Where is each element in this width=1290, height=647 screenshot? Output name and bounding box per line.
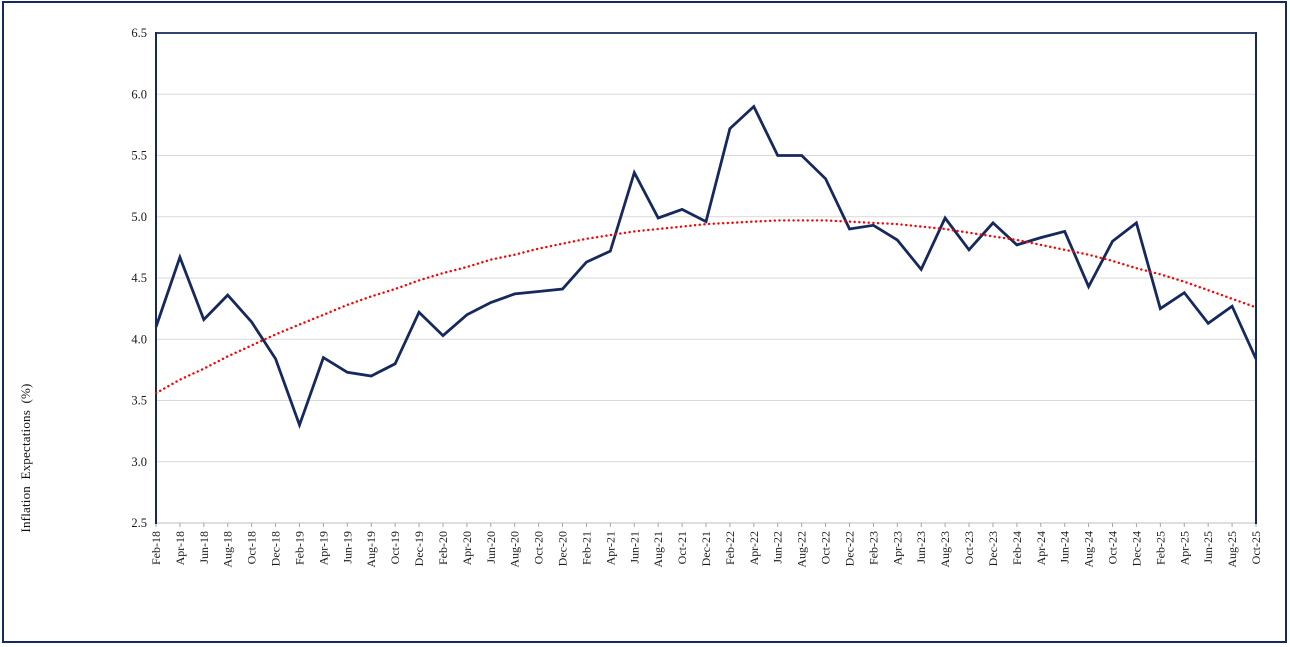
y-tick-label: 3.5 [131, 394, 147, 408]
x-tick-label: Aug-20 [508, 531, 522, 568]
x-tick-label: Oct-19 [388, 531, 402, 564]
y-tick-label: 4.0 [131, 332, 147, 346]
x-tick-label: Feb-23 [866, 531, 880, 565]
x-tick-label: Oct-21 [675, 531, 689, 564]
plot-border [155, 32, 1257, 524]
x-tick-label: Dec-23 [986, 531, 1000, 566]
inflation-expectations-line [154, 104, 1258, 430]
x-tick-label: Dec-19 [412, 531, 426, 566]
polynomial-trend-line [154, 219, 1258, 395]
x-tick-label: Aug-23 [938, 531, 952, 568]
x-tick-label: Oct-23 [962, 531, 976, 564]
x-tick-label: Jun-23 [914, 531, 928, 564]
y-tick-label: 5.0 [131, 210, 147, 224]
x-tick-label: Apr-18 [173, 531, 187, 565]
x-tick-label: Apr-21 [603, 531, 617, 565]
x-tick-label: Oct-20 [532, 531, 546, 564]
x-tick-label: Feb-19 [292, 531, 306, 565]
x-tick-label: Oct-25 [1249, 531, 1263, 564]
x-tick-label: Feb-24 [1010, 531, 1024, 565]
y-tick-label: 3.0 [131, 455, 147, 469]
x-tick-label: Apr-23 [890, 531, 904, 565]
y-axis-title: Inflation Expectations (%) [18, 383, 33, 533]
x-tick-label: Aug-22 [795, 531, 809, 568]
x-tick-label: Feb-18 [149, 531, 163, 565]
x-tick-label: Feb-20 [436, 531, 450, 565]
x-tick-label: Aug-19 [364, 531, 378, 568]
x-axis [155, 522, 1257, 527]
x-tick-label: Dec-24 [1129, 531, 1143, 566]
x-tick-label: Aug-24 [1082, 531, 1096, 568]
x-tick-label: Feb-25 [1153, 531, 1167, 565]
x-tick-label: Jun-25 [1201, 531, 1215, 564]
x-tick-label: Jun-22 [771, 531, 785, 564]
y-tick-label: 4.5 [131, 271, 147, 285]
x-axis-labels: Feb-18 Apr-18 Jun-18 Aug-18 Oct-18 Dec-18 Feb-… [149, 531, 1263, 568]
x-tick-label: Apr-24 [1034, 531, 1048, 565]
y-tick-label: 5.5 [131, 149, 147, 163]
x-tick-label: Aug-25 [1225, 531, 1239, 568]
x-tick-label: Aug-21 [651, 531, 665, 568]
x-tick-label: Apr-19 [316, 531, 330, 565]
x-tick-label: Jun-24 [1058, 531, 1072, 564]
x-tick-label: Feb-21 [579, 531, 593, 565]
x-tick-label: Dec-22 [842, 531, 856, 566]
x-tick-label: Dec-21 [699, 531, 713, 566]
x-tick-label: Jun-20 [484, 531, 498, 564]
x-tick-label: Apr-25 [1177, 531, 1191, 565]
x-tick-label: Oct-22 [819, 531, 833, 564]
x-tick-label: Apr-22 [747, 531, 761, 565]
y-tick-label: 6.5 [131, 26, 147, 40]
y-tick-label: 6.0 [131, 87, 147, 101]
y-tick-label: 2.5 [131, 516, 147, 530]
x-tick-label: Aug-18 [221, 531, 235, 568]
x-tick-label: Dec-20 [556, 531, 570, 566]
x-tick-label: Dec-18 [269, 531, 283, 566]
y-axis-labels: 2.5 3.0 3.5 4.0 4.5 5.0 5.5 6.0 6.5 [131, 26, 147, 530]
x-tick-label: Jun-21 [627, 531, 641, 564]
gridlines [156, 93, 1256, 463]
x-tick-label: Oct-18 [245, 531, 259, 564]
x-tick-label: Oct-24 [1106, 531, 1120, 564]
x-tick-label: Jun-19 [340, 531, 354, 564]
x-tick-label: Apr-20 [460, 531, 474, 565]
x-tick-label: Jun-18 [197, 531, 211, 564]
x-tick-label: Feb-22 [723, 531, 737, 565]
